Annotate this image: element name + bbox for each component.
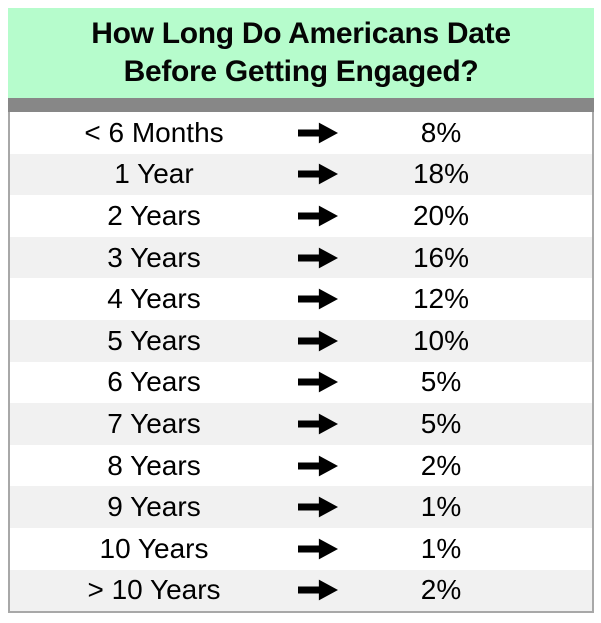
percentage-value: 5% (420, 366, 462, 398)
duration-label: 1 Year (114, 158, 194, 190)
duration-label: 6 Years (107, 366, 201, 398)
data-table: < 6 Months 8% 1 Year 18% 2 Years 20% 3 Y… (8, 112, 594, 614)
arrow-right-icon (298, 403, 338, 445)
duration-label: 3 Years (107, 241, 201, 273)
arrow-right-icon (298, 320, 338, 362)
percentage-value: 1% (420, 491, 462, 523)
duration-label: 2 Years (107, 199, 201, 231)
title-banner: How Long Do Americans Date Before Gettin… (8, 8, 594, 98)
arrow-right-icon (298, 278, 338, 320)
table-row: 10 Years 1% (10, 527, 592, 570)
duration-label: < 6 Months (84, 116, 224, 148)
duration-label: 7 Years (107, 407, 201, 439)
duration-label: > 10 Years (87, 574, 221, 606)
arrow-right-icon (298, 528, 338, 570)
arrow-right-icon (298, 195, 338, 237)
table-row: > 10 Years 2% (10, 569, 592, 612)
title-line-2: Before Getting Engaged? (123, 55, 479, 88)
table-row: 4 Years 12% (10, 278, 592, 320)
percentage-value: 20% (412, 199, 470, 231)
percentage-value: 12% (412, 283, 470, 315)
percentage-value: 2% (420, 449, 462, 481)
percentage-value: 5% (420, 407, 462, 439)
percentage-value: 18% (412, 158, 470, 190)
duration-label: 10 Years (99, 532, 209, 564)
duration-label: 9 Years (107, 491, 201, 523)
duration-label: 8 Years (107, 449, 201, 481)
percentage-value: 8% (420, 116, 462, 148)
percentage-value: 2% (420, 574, 462, 606)
arrow-right-icon (298, 154, 338, 196)
arrow-right-icon (298, 362, 338, 404)
table-row: 2 Years 20% (10, 195, 592, 237)
table-row: 9 Years 1% (10, 486, 592, 528)
percentage-value: 16% (412, 241, 470, 273)
table-row: 6 Years 5% (10, 361, 592, 404)
engagement-infographic: How Long Do Americans Date Before Gettin… (8, 8, 594, 614)
arrow-right-icon (298, 237, 338, 279)
table-row: < 6 Months 8% (10, 112, 592, 154)
divider-bar (8, 98, 594, 112)
arrow-right-icon (298, 570, 338, 612)
table-row: 5 Years 10% (10, 319, 592, 362)
arrow-right-icon (298, 445, 338, 487)
table-row: 8 Years 2% (10, 444, 592, 487)
percentage-value: 1% (420, 532, 462, 564)
title-line-1: How Long Do Americans Date (91, 17, 511, 50)
table-row: 7 Years 5% (10, 403, 592, 445)
table-row: 1 Year 18% (10, 153, 592, 196)
arrow-right-icon (298, 112, 338, 154)
percentage-value: 10% (412, 324, 470, 356)
duration-label: 4 Years (107, 283, 201, 315)
arrow-right-icon (298, 486, 338, 528)
table-row: 3 Years 16% (10, 236, 592, 279)
duration-label: 5 Years (107, 324, 201, 356)
